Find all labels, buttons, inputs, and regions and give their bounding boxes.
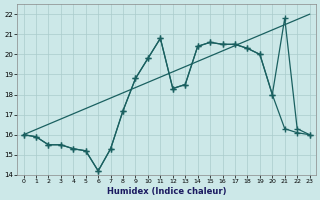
X-axis label: Humidex (Indice chaleur): Humidex (Indice chaleur)	[107, 187, 226, 196]
